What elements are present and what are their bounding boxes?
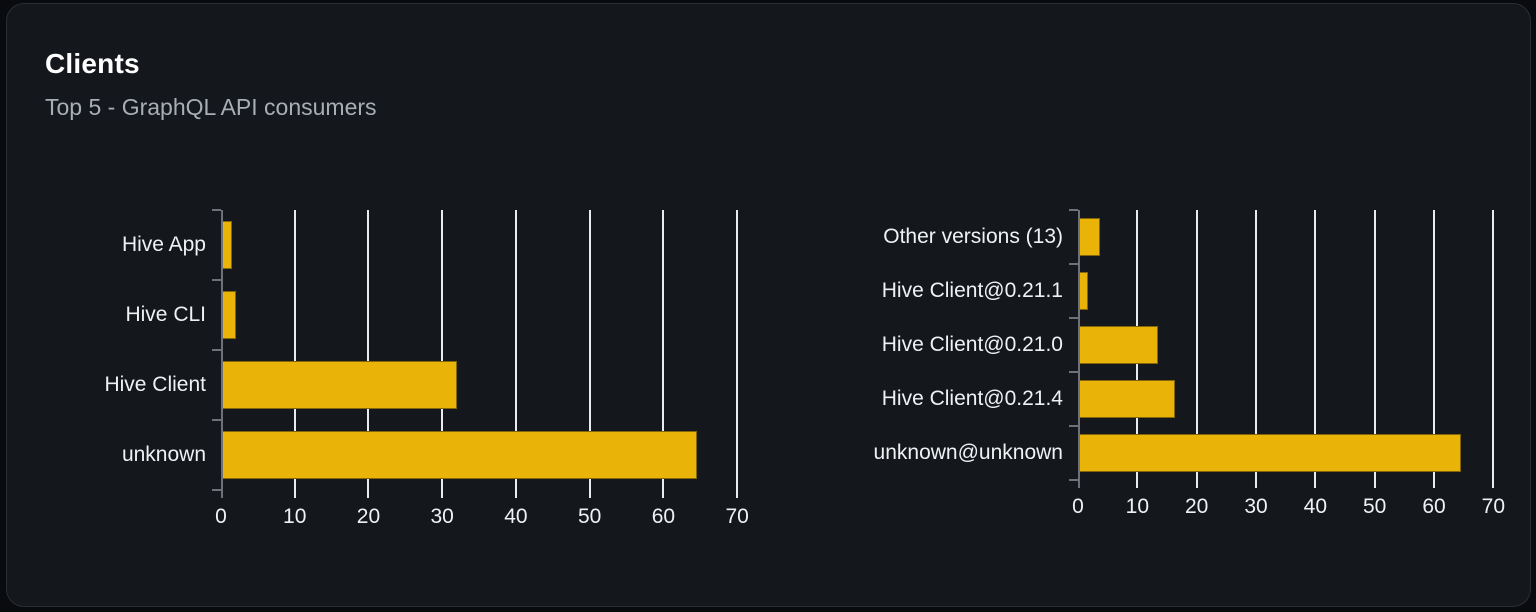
x-tick-label: 60: [651, 505, 676, 528]
plot-area: 0 10 20 30 40 50 60 70: [212, 209, 774, 528]
y-axis: [1078, 210, 1080, 488]
bar: [1078, 380, 1175, 418]
plot-area: 0 10 20 30 40 50 60 70: [1069, 209, 1523, 518]
card-title: Clients: [45, 48, 140, 79]
x-tick-label: 50: [1362, 495, 1387, 518]
bar: [1078, 434, 1461, 472]
category-label: Other versions (13): [883, 225, 1063, 248]
clients-card: Clients Top 5 - GraphQL API consumers Hi…: [6, 3, 1531, 607]
y-axis-tick: [1069, 209, 1078, 211]
category-label: Hive App: [121, 233, 206, 256]
bar: [1078, 326, 1159, 364]
gridline: [588, 210, 591, 498]
y-axis-tick: [1069, 371, 1078, 373]
bar: [1078, 218, 1100, 256]
bar: [221, 361, 457, 409]
x-tick-label: 40: [1303, 495, 1328, 518]
x-tick-label: 70: [1481, 495, 1506, 518]
gridline: [1255, 210, 1257, 488]
x-tick-label: 10: [1125, 495, 1150, 518]
gridline: [1433, 210, 1435, 488]
gridline: [1314, 210, 1317, 488]
x-tick-label: 20: [1184, 495, 1209, 518]
y-axis-tick: [1069, 317, 1078, 319]
card-subtitle: Top 5 - GraphQL API consumers: [45, 94, 377, 120]
gridline: [1492, 210, 1495, 488]
charts-area: Hive App Hive CLI Hive Client unknown 0 10 20 3…: [7, 209, 1530, 560]
gridline: [514, 210, 517, 498]
gridline: [293, 210, 296, 498]
y-axis-tick: [212, 489, 221, 491]
x-tick-label: 0: [215, 505, 227, 528]
y-axis-tick: [212, 349, 221, 351]
gridline: [736, 210, 739, 498]
y-axis-tick: [212, 279, 221, 281]
category-label: unknown: [121, 443, 206, 466]
x-tick-label: 30: [1244, 495, 1268, 518]
category-labels: Hive App Hive CLI Hive Client unknown: [93, 210, 221, 490]
category-label: Hive Client@0.21.0: [881, 333, 1063, 356]
category-label: Hive CLI: [125, 303, 206, 326]
category-label: Hive Client@0.21.4: [881, 387, 1063, 410]
x-tick-label: 10: [283, 505, 307, 528]
y-axis-tick: [1069, 479, 1078, 481]
card-header: Clients Top 5 - GraphQL API consumers: [45, 48, 377, 121]
clients-by-version-chart: Other versions (13) Hive Client@0.21.1 Hiv…: [828, 209, 1523, 518]
gridline: [662, 210, 665, 498]
gridline: [1195, 210, 1198, 488]
bar: [221, 431, 697, 479]
x-tick-label: 40: [504, 505, 528, 528]
y-axis-tick: [212, 209, 221, 211]
gridline: [1373, 210, 1376, 488]
y-axis-tick: [1069, 425, 1078, 427]
category-label: Hive Client@0.21.1: [881, 279, 1063, 302]
bar: [221, 291, 236, 339]
clients-by-name-chart: Hive App Hive CLI Hive Client unknown 0 10 20 3…: [93, 209, 774, 528]
x-tick-label: 60: [1422, 495, 1446, 518]
x-tick-label: 20: [356, 505, 381, 528]
category-label: Hive Client: [104, 373, 206, 396]
x-tick-label: 70: [725, 505, 749, 528]
category-label: unknown@unknown: [873, 441, 1063, 464]
category-labels: Other versions (13) Hive Client@0.21.1 Hiv…: [828, 210, 1078, 480]
gridline: [367, 210, 370, 498]
x-tick-label: 30: [430, 505, 454, 528]
x-tick-label: 0: [1072, 495, 1084, 518]
y-axis-tick: [1069, 263, 1078, 265]
gridline: [441, 210, 444, 498]
x-tick-label: 50: [577, 505, 602, 528]
y-axis-tick: [212, 419, 221, 421]
y-axis: [221, 210, 223, 498]
